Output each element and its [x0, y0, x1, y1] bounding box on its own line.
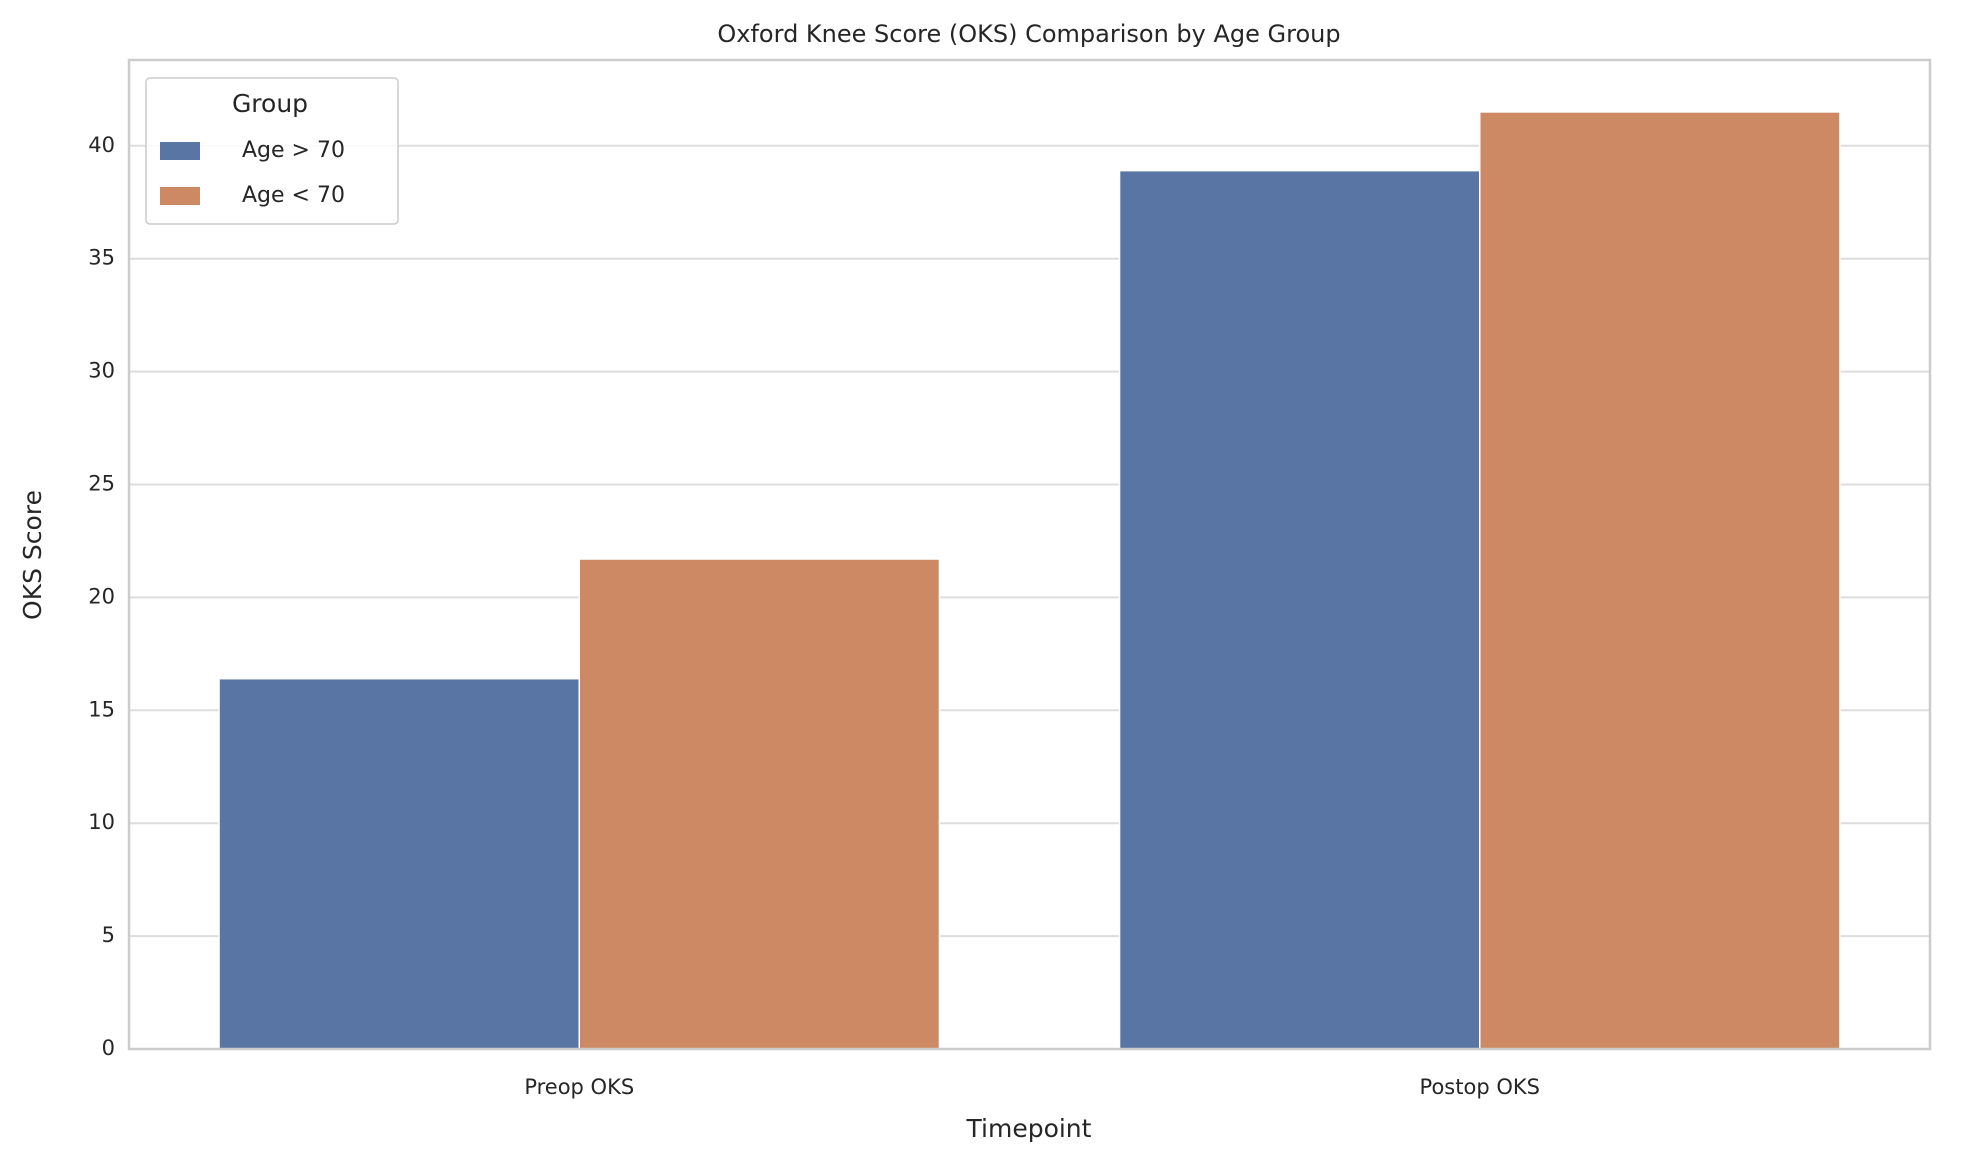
y-tick-label: 25: [88, 472, 115, 496]
y-tick-label: 5: [102, 923, 115, 947]
x-axis-label: Timepoint: [966, 1114, 1092, 1143]
x-tick-label: Postop OKS: [1420, 1075, 1540, 1099]
y-tick-label: 30: [88, 359, 115, 383]
legend-title: Group: [232, 89, 308, 118]
x-tick-label: Preop OKS: [524, 1075, 634, 1099]
y-tick-label: 15: [88, 697, 115, 721]
legend-label: Age < 70: [242, 183, 345, 208]
y-tick-label: 10: [88, 810, 115, 834]
legend-swatch: [160, 187, 200, 205]
bar: [218, 677, 581, 1050]
y-axis-label: OKS Score: [18, 490, 47, 620]
y-tick-label: 20: [88, 584, 115, 608]
y-tick-label: 0: [102, 1036, 115, 1060]
bar: [578, 558, 941, 1050]
bars: [218, 111, 1841, 1050]
chart-title: Oxford Knee Score (OKS) Comparison by Ag…: [717, 20, 1340, 48]
plot-frame: [127, 58, 1932, 1051]
bar: [1118, 169, 1481, 1050]
y-tick-label: 40: [88, 133, 115, 157]
legend-box: [145, 77, 399, 225]
y-tick-label: 35: [88, 246, 115, 270]
legend-label: Age > 70: [242, 138, 345, 163]
bar: [1479, 111, 1841, 1050]
legend: Group Age > 70 Age < 70: [145, 77, 399, 225]
legend-swatch: [160, 142, 200, 160]
